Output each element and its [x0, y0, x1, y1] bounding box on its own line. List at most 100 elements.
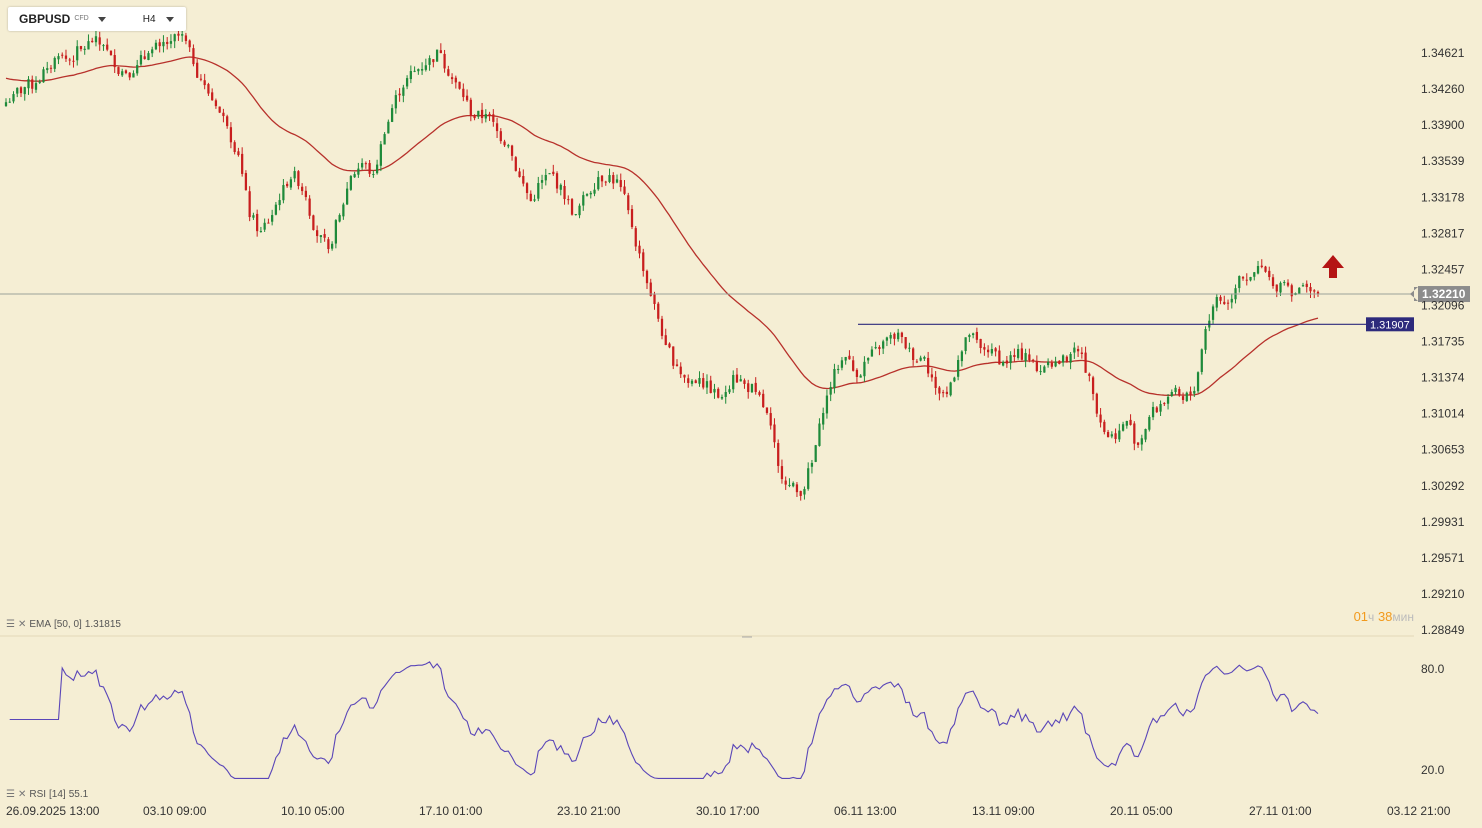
candle-body[interactable]	[882, 341, 885, 349]
candle-body[interactable]	[1076, 349, 1080, 352]
candle-body[interactable]	[308, 198, 311, 216]
candle-body[interactable]	[642, 252, 645, 272]
candle-body[interactable]	[31, 79, 34, 89]
remove-indicator-icon[interactable]: ✕	[17, 789, 27, 800]
candle-body[interactable]	[863, 361, 866, 377]
candle-body[interactable]	[1185, 392, 1188, 402]
candle-body[interactable]	[177, 33, 180, 36]
candle-body[interactable]	[1170, 391, 1173, 396]
candle-body[interactable]	[211, 92, 214, 101]
candle-body[interactable]	[1193, 390, 1196, 394]
candle-body[interactable]	[1305, 283, 1308, 288]
candle-body[interactable]	[852, 360, 855, 371]
candle-body[interactable]	[1223, 301, 1226, 305]
candle-body[interactable]	[169, 41, 173, 44]
candle-body[interactable]	[855, 369, 859, 377]
candle-body[interactable]	[923, 356, 926, 359]
candle-body[interactable]	[136, 65, 139, 74]
candle-body[interactable]	[600, 175, 604, 182]
candle-body[interactable]	[589, 192, 592, 195]
timeframe-selector[interactable]: H4	[142, 13, 156, 25]
candle-body[interactable]	[619, 180, 622, 188]
candle-body[interactable]	[1103, 421, 1106, 432]
candle-body[interactable]	[8, 101, 11, 103]
indicator-menu-icon[interactable]: ☰	[6, 789, 15, 800]
candle-body[interactable]	[488, 113, 491, 116]
candle-body[interactable]	[499, 131, 502, 142]
candle-body[interactable]	[919, 357, 922, 361]
candle-body[interactable]	[1080, 352, 1083, 354]
candle-body[interactable]	[990, 348, 993, 354]
candle-body[interactable]	[233, 142, 236, 152]
indicator-menu-icon[interactable]: ☰	[6, 619, 15, 630]
candle-body[interactable]	[229, 127, 233, 143]
candle-body[interactable]	[79, 46, 83, 50]
candle-body[interactable]	[1129, 419, 1132, 425]
candle-body[interactable]	[878, 346, 881, 349]
candle-body[interactable]	[1155, 407, 1158, 413]
candle-body[interactable]	[271, 215, 274, 222]
candle-body[interactable]	[1110, 434, 1113, 437]
candle-body[interactable]	[544, 174, 547, 181]
candle-body[interactable]	[559, 184, 562, 190]
candle-body[interactable]	[214, 100, 218, 107]
candle-body[interactable]	[424, 65, 427, 70]
candle-body[interactable]	[267, 222, 270, 224]
candle-body[interactable]	[432, 59, 435, 63]
candle-body[interactable]	[574, 214, 577, 216]
candle-body[interactable]	[657, 303, 660, 319]
candle-body[interactable]	[1099, 414, 1102, 423]
candle-body[interactable]	[1163, 403, 1166, 405]
candle-body[interactable]	[660, 318, 664, 336]
candle-body[interactable]	[113, 55, 116, 68]
candle-body[interactable]	[1279, 282, 1282, 293]
candle-body[interactable]	[529, 193, 532, 202]
candle-body[interactable]	[1286, 282, 1290, 286]
candle-body[interactable]	[792, 482, 795, 487]
candle-body[interactable]	[1159, 403, 1162, 412]
candle-body[interactable]	[450, 77, 454, 80]
candle-body[interactable]	[203, 80, 206, 86]
candle-body[interactable]	[1181, 396, 1185, 400]
candle-body[interactable]	[420, 69, 424, 71]
candle-body[interactable]	[1268, 270, 1271, 278]
candle-body[interactable]	[274, 204, 278, 215]
candle-body[interactable]	[1058, 360, 1061, 364]
candle-body[interactable]	[492, 114, 495, 122]
candle-body[interactable]	[788, 484, 791, 486]
candle-body[interactable]	[1043, 366, 1046, 373]
candle-body[interactable]	[256, 213, 259, 232]
candle-body[interactable]	[1136, 442, 1140, 445]
candle-body[interactable]	[908, 347, 911, 349]
candle-body[interactable]	[252, 215, 255, 218]
candle-body[interactable]	[83, 48, 86, 50]
candle-body[interactable]	[795, 484, 799, 493]
candle-body[interactable]	[64, 55, 68, 59]
candle-body[interactable]	[480, 109, 484, 119]
candle-body[interactable]	[728, 389, 731, 393]
candle-body[interactable]	[634, 228, 637, 247]
candle-body[interactable]	[226, 116, 229, 127]
candle-body[interactable]	[938, 387, 941, 394]
candle-body[interactable]	[818, 423, 821, 446]
candle-body[interactable]	[690, 380, 694, 384]
candle-body[interactable]	[1121, 424, 1125, 431]
candle-body[interactable]	[979, 338, 982, 348]
candle-body[interactable]	[316, 230, 319, 237]
candle-body[interactable]	[166, 41, 169, 44]
candle-body[interactable]	[837, 368, 840, 371]
candle-body[interactable]	[443, 53, 446, 69]
candle-body[interactable]	[1050, 362, 1053, 367]
candle-body[interactable]	[106, 44, 109, 50]
candle-body[interactable]	[458, 81, 461, 89]
candle-body[interactable]	[154, 42, 158, 50]
candle-body[interactable]	[683, 374, 686, 378]
candle-body[interactable]	[379, 144, 382, 166]
candle-body[interactable]	[867, 357, 870, 361]
candle-body[interactable]	[1016, 348, 1020, 358]
candle-body[interactable]	[735, 374, 739, 383]
candle-body[interactable]	[91, 40, 94, 43]
candle-body[interactable]	[593, 189, 596, 194]
candle-body[interactable]	[1054, 361, 1057, 367]
candle-body[interactable]	[687, 378, 690, 383]
